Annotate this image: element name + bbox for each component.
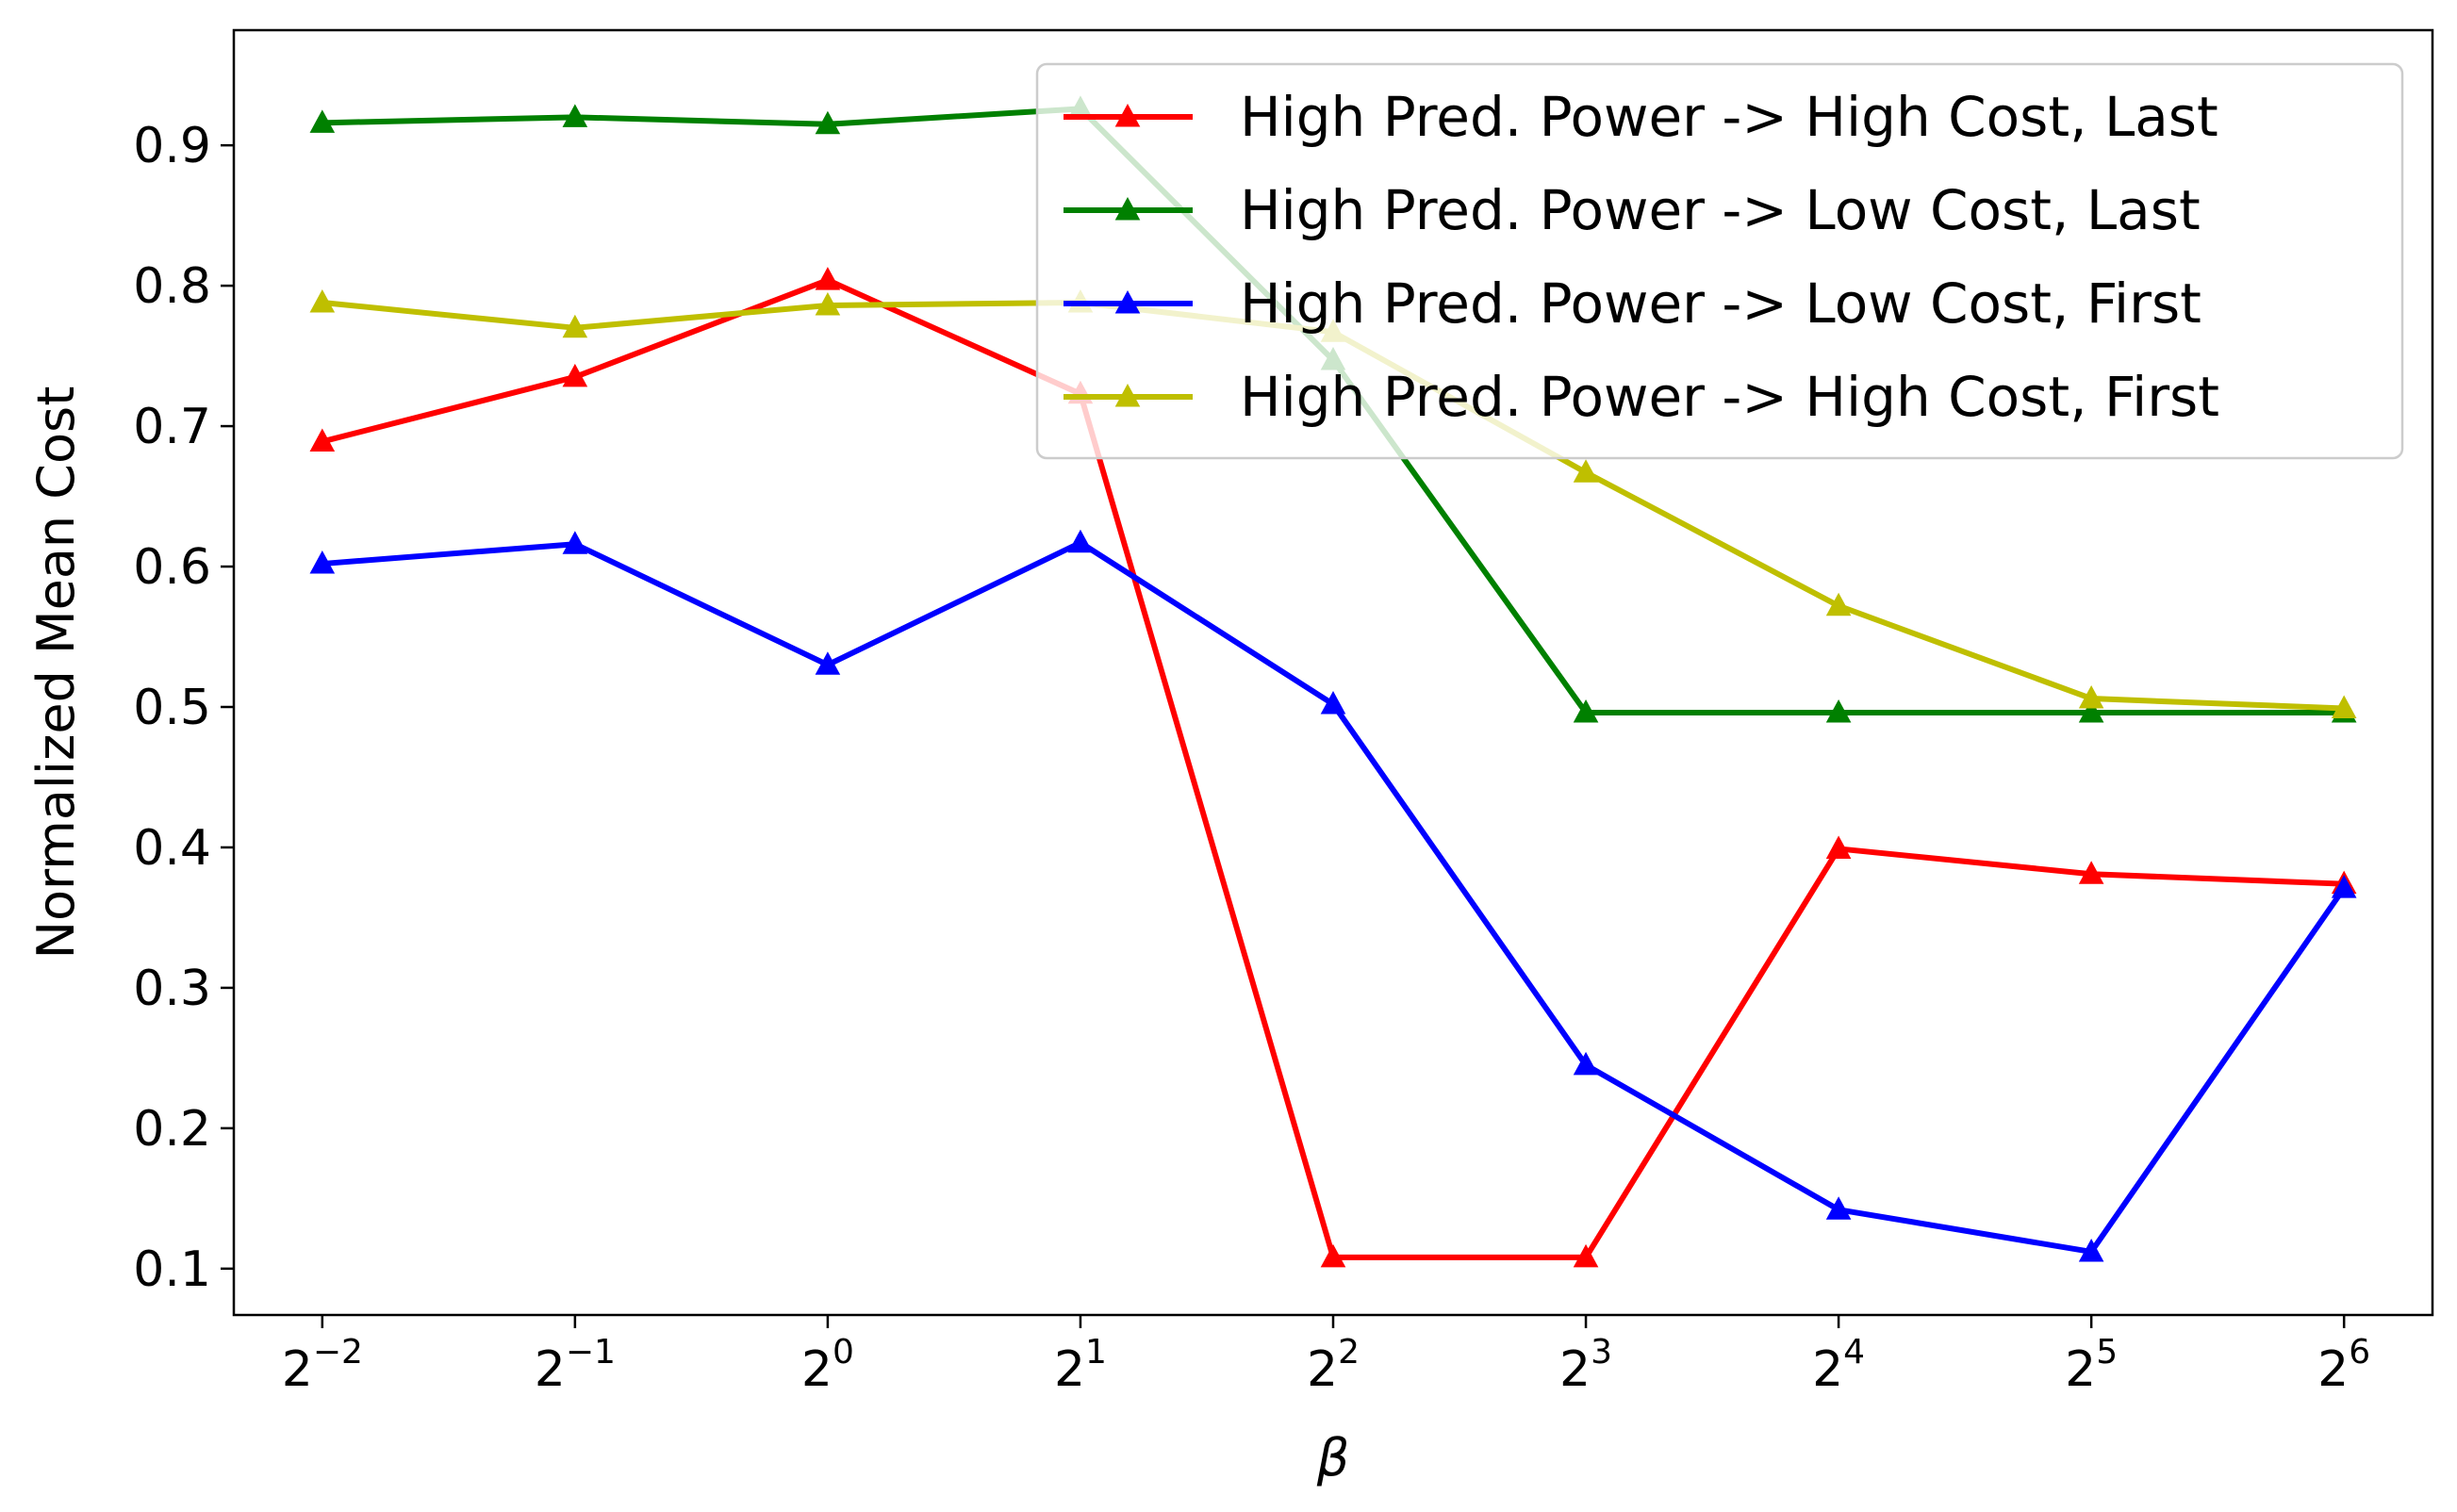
x-tick-label: 2−1: [535, 1333, 616, 1398]
data-point: [815, 291, 841, 316]
y-tick-label: 0.8: [133, 258, 211, 315]
y-tick-label: 0.4: [133, 820, 211, 877]
legend-item: High Pred. Power -> High Cost, First: [1064, 365, 2219, 429]
y-tick-label: 0.1: [133, 1241, 211, 1298]
data-point: [2078, 1238, 2104, 1262]
legend-marker: [1114, 384, 1141, 407]
x-tick-label: 25: [2065, 1333, 2118, 1398]
y-tick-label: 0.6: [133, 539, 211, 596]
data-point: [309, 551, 336, 574]
data-point: [562, 531, 588, 554]
data-point: [2331, 875, 2357, 898]
data-point: [1573, 1051, 1599, 1076]
data-point: [1573, 459, 1599, 483]
x-tick-label: 23: [1559, 1333, 1612, 1398]
data-point: [309, 288, 336, 313]
y-tick-label: 0.7: [133, 399, 211, 455]
data-point: [562, 314, 588, 338]
legend-label: High Pred. Power -> High Cost, First: [1240, 365, 2219, 429]
legend-item: High Pred. Power -> Low Cost, Last: [1064, 178, 2201, 242]
data-point: [1067, 529, 1094, 553]
series-3: [309, 529, 2357, 1262]
y-axis-title: Normalized Mean Cost: [26, 386, 86, 960]
data-point: [1825, 1196, 1852, 1220]
data-point: [1825, 698, 1852, 723]
x-axis-title: β: [1316, 1428, 1349, 1487]
y-tick-label: 0.5: [133, 680, 211, 736]
data-point: [309, 109, 336, 133]
data-point: [1825, 592, 1852, 616]
legend-label: High Pred. Power -> Low Cost, First: [1240, 271, 2201, 336]
legend-box: [1035, 62, 2404, 460]
y-tick-label: 0.9: [133, 118, 211, 174]
data-point: [815, 651, 841, 675]
data-point: [2078, 861, 2104, 884]
data-point: [815, 110, 841, 135]
data-point: [562, 363, 588, 387]
legend-marker: [1114, 104, 1141, 127]
y-tick-label: 0.3: [133, 961, 211, 1017]
data-point: [2078, 685, 2104, 709]
data-point: [309, 428, 336, 452]
data-point: [815, 267, 841, 290]
x-tick-label: 26: [2317, 1333, 2370, 1398]
legend-label: High Pred. Power -> High Cost, Last: [1240, 85, 2218, 149]
y-tick-label: 0.2: [133, 1101, 211, 1158]
x-tick-label: 20: [801, 1333, 854, 1398]
legend-item: High Pred. Power -> High Cost, Last: [1064, 85, 2218, 149]
legend: High Pred. Power -> High Cost, Last High …: [1035, 62, 2404, 460]
x-tick-label: 2−2: [282, 1333, 363, 1398]
legend-label: High Pred. Power -> Low Cost, Last: [1240, 178, 2201, 242]
data-point: [1573, 1243, 1599, 1268]
y-axis: 0.1 0.2 0.3 0.4 0.5 0.6 0.7 0.8 0.9: [133, 118, 234, 1298]
data-point: [1825, 835, 1852, 859]
data-point: [2078, 698, 2104, 723]
x-tick-label: 21: [1054, 1333, 1107, 1398]
data-point: [1573, 698, 1599, 723]
data-point: [1320, 1243, 1346, 1268]
legend-marker: [1114, 197, 1141, 221]
data-point: [1320, 691, 1346, 715]
x-axis: 2−2 2−1 20 21 22 23 24 25 26: [282, 1315, 2370, 1398]
legend-item: High Pred. Power -> Low Cost, First: [1064, 271, 2201, 336]
legend-marker: [1114, 290, 1141, 314]
data-point: [2331, 695, 2357, 718]
x-tick-label: 24: [1812, 1333, 1865, 1398]
x-tick-label: 22: [1307, 1333, 1360, 1398]
data-point: [562, 104, 588, 127]
